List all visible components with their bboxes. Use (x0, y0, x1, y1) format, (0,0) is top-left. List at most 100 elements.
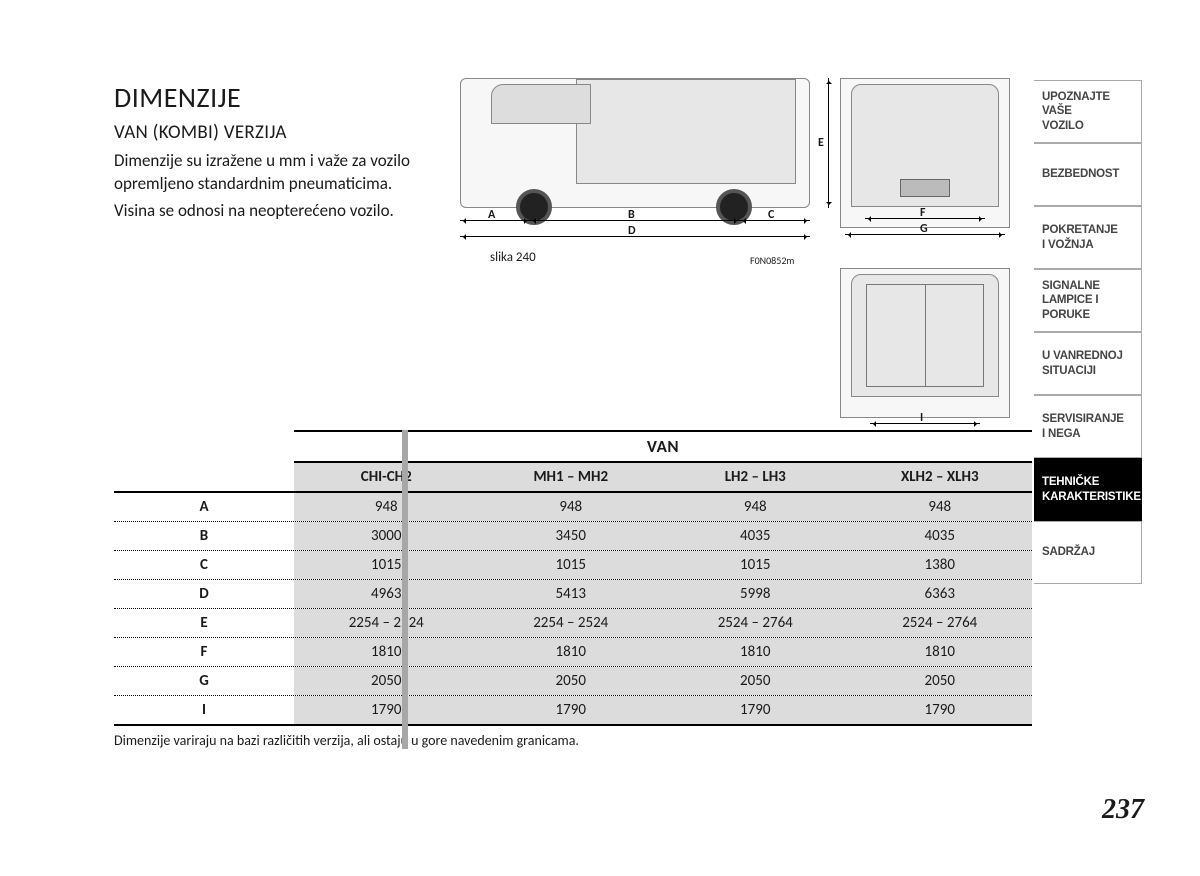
col-header-0: CHI-CH2 (294, 461, 479, 491)
tab-label: SITUACIJI (1042, 364, 1141, 378)
dim-label-d: D (628, 224, 636, 238)
cell: 2524 – 2764 (848, 609, 1033, 637)
col-header-2: LH2 – LH3 (663, 461, 848, 491)
cell: 1790 (479, 696, 664, 724)
dim-label-g: G (920, 222, 928, 236)
dim-label-a: A (488, 208, 495, 222)
tab-pokretanje[interactable]: POKRETANJE I VOŽNJA (1034, 206, 1142, 269)
table-row: G 2050 2050 2050 2050 (114, 667, 1032, 696)
tab-label: I VOŽNJA (1042, 238, 1141, 252)
cell: 1015 (294, 551, 479, 579)
tab-label: VAŠE (1042, 104, 1141, 118)
tab-label: POKRETANJE (1042, 223, 1141, 237)
cell: 2254 – 2524 (479, 609, 664, 637)
dim-label-b: B (628, 208, 635, 222)
cell: 1380 (848, 551, 1033, 579)
cell: 5998 (663, 580, 848, 608)
cell: 948 (663, 493, 848, 521)
cell: 3450 (479, 522, 664, 550)
table-row: A 948 948 948 948 (114, 491, 1032, 522)
tab-sadrzaj[interactable]: SADRŽAJ (1034, 521, 1142, 584)
cell: 2050 (848, 667, 1033, 695)
cell: 948 (479, 493, 664, 521)
tab-label: VOZILO (1042, 119, 1141, 133)
tab-vanrednoj[interactable]: U VANREDNOJ SITUACIJI (1034, 332, 1142, 395)
cell: 6363 (848, 580, 1033, 608)
cell: 4035 (848, 522, 1033, 550)
dim-bracket-c (740, 220, 810, 221)
tab-label: SIGNALNE (1042, 279, 1141, 293)
cell: 2524 – 2764 (663, 609, 848, 637)
table-header: VAN CHI-CH2 MH1 – MH2 LH2 – LH3 XLH2 – X… (114, 430, 1032, 491)
row-label: E (114, 609, 294, 637)
table-row: C 1015 1015 1015 1380 (114, 551, 1032, 580)
row-label: I (114, 696, 294, 724)
figure-code: F0N0852m (750, 254, 794, 267)
tab-label: SADRŽAJ (1042, 545, 1141, 559)
cell: 948 (294, 493, 479, 521)
tab-bezbednost[interactable]: BEZBEDNOST (1034, 143, 1142, 206)
row-label: A (114, 493, 294, 521)
cell: 1810 (848, 638, 1033, 666)
cell: 2050 (663, 667, 848, 695)
cell: 948 (848, 493, 1033, 521)
row-label: B (114, 522, 294, 550)
col-header-3: XLH2 – XLH3 (848, 461, 1033, 491)
tab-tehnicke[interactable]: TEHNIČKE KARAKTERISTIKE (1034, 458, 1142, 521)
dim-bracket-e (828, 78, 829, 208)
dim-bracket-b (530, 220, 740, 221)
table-row: B 3000 3450 4035 4035 (114, 522, 1032, 551)
dimensions-table: VAN CHI-CH2 MH1 – MH2 LH2 – LH3 XLH2 – X… (114, 430, 1032, 749)
table-row: I 1790 1790 1790 1790 (114, 696, 1032, 726)
cell: 1015 (479, 551, 664, 579)
tab-signalne[interactable]: SIGNALNE LAMPICE I PORUKE (1034, 269, 1142, 332)
section-tabs: UPOZNAJTE VAŠE VOZILO BEZBEDNOST POKRETA… (1034, 80, 1142, 584)
cell: 2050 (294, 667, 479, 695)
row-label: F (114, 638, 294, 666)
manual-page: DIMENZIJE VAN (KOMBI) VERZIJA Dimenzije … (0, 0, 1200, 876)
table-row: D 4963 5413 5998 6363 (114, 580, 1032, 609)
table-separator (402, 430, 408, 749)
row-label: D (114, 580, 294, 608)
van-rear-view (840, 268, 1010, 418)
row-label: G (114, 667, 294, 695)
cell: 1790 (663, 696, 848, 724)
dim-bracket-i (870, 423, 980, 424)
tab-label: LAMPICE I PORUKE (1042, 293, 1141, 322)
table-row: F 1810 1810 1810 1810 (114, 638, 1032, 667)
vehicle-diagrams: A B C D slika 240 F0N0852m E F G I (460, 78, 1030, 428)
body-text-2: Visina se odnosi na neopterećeno vozilo. (114, 200, 454, 223)
table-row: E 2254 – 2524 2254 – 2524 2524 – 2764 25… (114, 609, 1032, 638)
tab-servisiranje[interactable]: SERVISIRANJE I NEGA (1034, 395, 1142, 458)
cell: 1790 (294, 696, 479, 724)
van-side-view (460, 78, 810, 208)
body-text-1: Dimenzije su izražene u mm i važe za voz… (114, 150, 414, 196)
tab-label: U VANREDNOJ (1042, 349, 1141, 363)
tab-label: I NEGA (1042, 427, 1141, 441)
tab-label: BEZBEDNOST (1042, 167, 1141, 181)
cell: 1015 (663, 551, 848, 579)
cell: 4963 (294, 580, 479, 608)
dim-label-f: F (920, 206, 926, 220)
cell: 5413 (479, 580, 664, 608)
tab-label: SERVISIRANJE (1042, 412, 1141, 426)
dim-label-c: C (768, 208, 774, 222)
row-label: C (114, 551, 294, 579)
cell: 1790 (848, 696, 1033, 724)
tab-label: TEHNIČKE (1042, 475, 1141, 489)
dim-label-i: I (920, 411, 923, 425)
cell: 2254 – 2524 (294, 609, 479, 637)
dim-label-e: E (818, 136, 824, 150)
cell: 3000 (294, 522, 479, 550)
cell: 2050 (479, 667, 664, 695)
tab-label: KARAKTERISTIKE (1042, 490, 1141, 504)
cell: 4035 (663, 522, 848, 550)
tab-upoznajte[interactable]: UPOZNAJTE VAŠE VOZILO (1034, 80, 1142, 143)
page-number: 237 (1102, 794, 1144, 826)
figure-caption: slika 240 (490, 250, 536, 265)
table-footnote: Dimenzije variraju na bazi različitih ve… (114, 732, 1032, 749)
cell: 1810 (294, 638, 479, 666)
cell: 1810 (663, 638, 848, 666)
cell: 1810 (479, 638, 664, 666)
tab-label: UPOZNAJTE (1042, 90, 1141, 104)
